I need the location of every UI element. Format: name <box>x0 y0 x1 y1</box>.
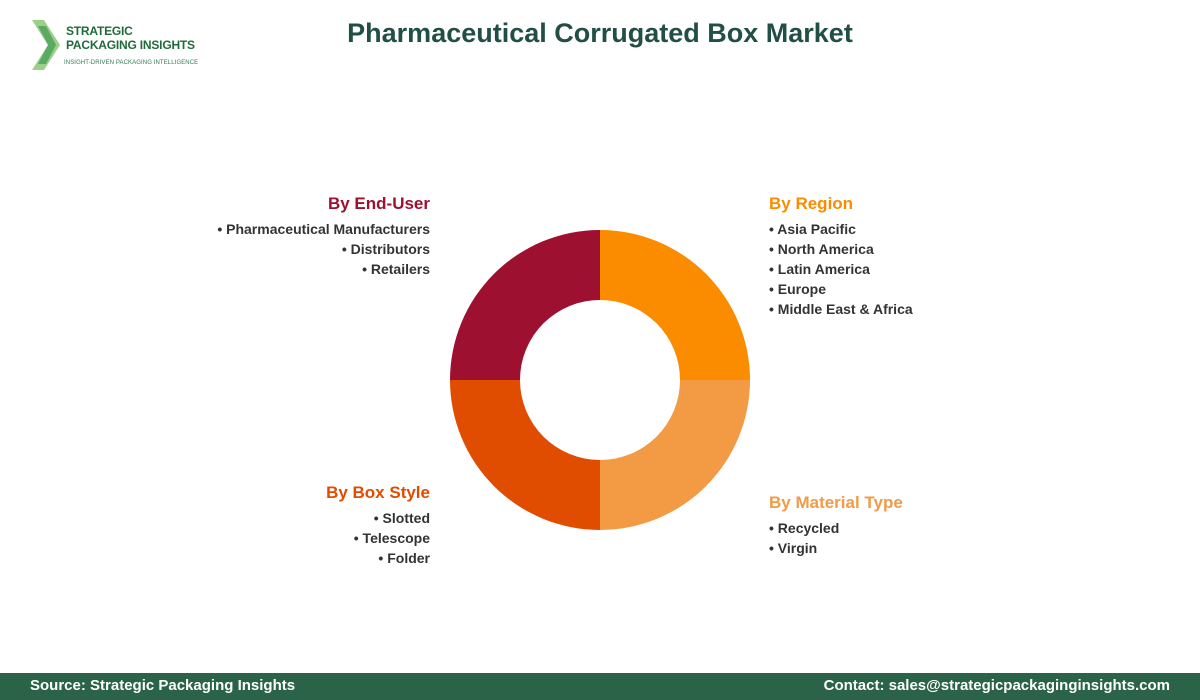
segment-item: • Virgin <box>769 540 818 556</box>
segment-region: By Region • Asia Pacific • North America •… <box>769 193 913 319</box>
donut-slice-by-box-style <box>450 380 600 530</box>
footer-contact[interactable]: Contact: sales@strategicpackaginginsight… <box>823 677 1170 694</box>
segment-end-user: By End-User • Pharmaceutical Manufacture… <box>217 193 430 279</box>
segment-item: • Pharmaceutical Manufacturers <box>217 221 430 237</box>
segment-material-type: By Material Type • Recycled • Virgin <box>769 492 903 558</box>
segment-item: • North America <box>769 241 874 257</box>
footer-source: Source: Strategic Packaging Insights <box>30 677 296 694</box>
segment-title-end-user: By End-User <box>327 194 430 213</box>
segment-title-box-style: By Box Style <box>326 483 430 502</box>
segment-item: • Recycled <box>769 520 840 536</box>
segment-item: • Europe <box>769 281 827 297</box>
segment-item: • Folder <box>378 550 430 566</box>
logo-tagline: INSIGHT-DRIVEN PACKAGING INTELLIGENCE <box>64 60 199 66</box>
footer-bar: Source: Strategic Packaging Insights Con… <box>0 673 1200 700</box>
logo-text-line2: PACKAGING INSIGHTS <box>66 38 195 52</box>
segment-item: • Middle East & Africa <box>769 301 913 317</box>
logo-text-line1: STRATEGIC <box>66 24 133 38</box>
segment-item: • Slotted <box>373 510 430 526</box>
segment-item: • Latin America <box>769 261 870 277</box>
segment-title-material-type: By Material Type <box>769 493 903 512</box>
brand-logo: STRATEGIC PACKAGING INSIGHTS INSIGHT-DRI… <box>30 18 200 72</box>
segment-list-region: • Asia Pacific • North America • Latin Ame… <box>769 219 913 319</box>
segment-item: • Telescope <box>353 530 430 546</box>
segment-item: • Retailers <box>362 261 430 277</box>
segment-list-material-type: • Recycled • Virgin <box>769 518 903 558</box>
segment-title-region: By Region <box>769 194 854 213</box>
segment-list-box-style: • Slotted • Telescope • Folder <box>326 508 430 568</box>
segment-list-end-user: • Pharmaceutical Manufacturers • Distribu… <box>217 219 430 279</box>
segment-item: • Distributors <box>341 241 430 257</box>
segment-item: • Asia Pacific <box>769 221 856 237</box>
donut-slice-by-end-user <box>450 230 600 380</box>
segment-box-style: By Box Style • Slotted • Telescope • Folde… <box>326 482 430 568</box>
logo-chevron-icon <box>32 20 60 70</box>
donut-slice-by-region <box>600 230 750 380</box>
page-title: Pharmaceutical Corrugated Box Market <box>347 18 853 48</box>
donut-slice-by-material-type <box>600 380 750 530</box>
